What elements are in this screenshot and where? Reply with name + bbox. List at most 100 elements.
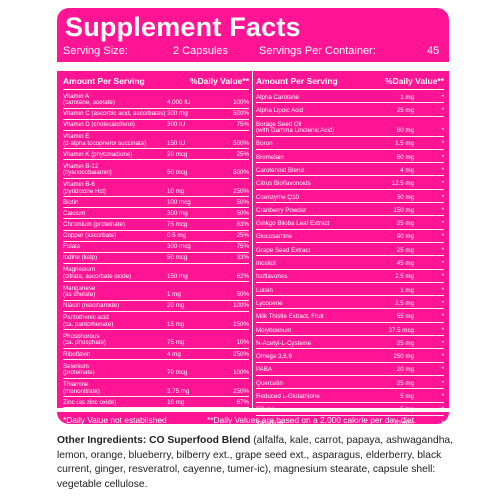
nutrient-name: Citrus Bioflavonoids — [256, 180, 311, 188]
nutrient-name: Magnesium (citrate, ascorbate oxide) — [63, 266, 132, 280]
nutrient-name: Vitamin D (cholecalciferol) — [63, 121, 135, 129]
nutrient-daily-value: * — [441, 233, 444, 241]
bottom-divider — [57, 408, 449, 412]
nutrient-amount: 150 mg — [167, 272, 188, 280]
nutrient-daily-value: 67% — [236, 398, 249, 406]
nutrient-row: Biotin 100 mcg 50% — [63, 197, 249, 209]
nutrient-row: Alpha Lipoic Acid 25 mg * — [256, 103, 444, 117]
nutrient-row: Selenium (proteinate) 70 mcg 100% — [63, 360, 249, 379]
left-nutrient-column: Amount Per Serving %Daily Value** Vitami… — [63, 73, 249, 409]
footnote-dv-not-established: *Daily Value not established — [63, 415, 167, 425]
nutrient-amount: 3.75 mg — [167, 387, 190, 395]
nutrient-daily-value: 100% — [233, 99, 249, 106]
nutrient-row: Chromium (proteinate) 75 mcg 83% — [63, 219, 249, 231]
nutrient-amount: 4 mg — [167, 350, 181, 358]
nutrient-row: Bromelain 80 mg * — [256, 150, 444, 164]
nutrient-amount: 30 mg — [396, 193, 414, 201]
column-divider — [252, 71, 253, 408]
nutrient-row: Zinc (as zinc oxide) 10 mg 67% — [63, 397, 249, 409]
nutrient-row: Inositol 45 mg * — [256, 256, 444, 270]
nutrient-daily-value: * — [441, 180, 444, 188]
nutrient-row: Manganese (as chelate) 1 mg 50% — [63, 282, 249, 301]
nutrient-row: Lutein 1 mg * — [256, 283, 444, 297]
nutrient-amount: 300 mg — [167, 209, 188, 217]
nutrient-name: Vitamin K (phytonadione) — [63, 150, 133, 158]
nutrient-amount: 0.5 mg — [167, 232, 186, 240]
nutrient-name: Alpha Lipoic Acid — [256, 107, 304, 115]
panel-title: Supplement Facts — [65, 12, 301, 42]
nutrient-amount: 12.5 mg — [391, 180, 414, 188]
nutrient-row: Vitamin K (phytonadione) 20 mcg 25% — [63, 149, 249, 161]
nutrient-amount: 10 mcg — [393, 419, 414, 427]
nutrient-name: Inositol — [256, 260, 276, 268]
nutrient-name: Borage Seed Oil (with Gamma Linolenic Ac… — [256, 120, 335, 135]
nutrient-amount: 20 mg — [396, 366, 414, 374]
nutrient-daily-value: * — [441, 366, 444, 374]
nutrient-amount: 1 mg — [400, 286, 414, 294]
nutrient-name: Milk Thistle Extract, Fruit — [256, 313, 324, 321]
nutrient-row: Grape Seed Extract 25 mg * — [256, 243, 444, 257]
nutrient-daily-value: 62% — [236, 272, 249, 280]
nutrient-name: Reduced L-Glutathione — [256, 393, 320, 401]
servings-per-container-label: Servings Per Container: — [259, 45, 376, 57]
nutrient-name: Vanadium — [256, 419, 284, 427]
nutrient-daily-value: 100% — [233, 369, 249, 377]
nutrient-amount: 25 mg — [396, 246, 414, 254]
nutrient-daily-value: 83% — [236, 221, 249, 229]
supplement-facts-panel: Supplement Facts Serving Size: 2 Capsule… — [57, 8, 449, 430]
nutrient-name: Lutein — [256, 286, 273, 294]
nutrient-row: Alpha Carotene 1 mg * — [256, 90, 444, 104]
left-column-header: Amount Per Serving %Daily Value** — [63, 73, 249, 90]
nutrient-row: Vanadium 10 mcg * — [256, 416, 444, 430]
nutrient-row: Vitamin C (ascorbic acid, ascorbates) 300… — [63, 109, 249, 120]
nutrient-amount: 20 mg — [167, 302, 185, 310]
nutrient-row: Copper (ascorbate) 0.5 mg 25% — [63, 231, 249, 242]
nutrient-row: Glucosamine 90 mg * — [256, 230, 444, 243]
nutrient-name: Vitamin B-6 (pyridoxine Hcl) — [63, 181, 106, 195]
servings-per-container-value: 45 — [427, 45, 440, 57]
nutrient-amount: 10 mg — [167, 187, 185, 195]
nutrient-row: Citrus Bioflavonoids 12.5 mg * — [256, 176, 444, 190]
nutrient-row: Molybdenum 37.5 mcg * — [256, 323, 444, 337]
nutrient-row: Riboflavin 4 mg 250% — [63, 349, 249, 361]
nutrient-daily-value: 250% — [233, 350, 249, 358]
nutrient-daily-value: 50% — [236, 291, 249, 299]
left-nutrient-rows: Vitamin A (carotene, acetate) 4,000 IU 100… — [63, 90, 249, 409]
nutrient-name: Molybdenum — [256, 326, 292, 334]
nutrient-daily-value: * — [441, 299, 444, 307]
nutrient-row: Omega 3,6,9 250 mg * — [256, 349, 444, 363]
nutrient-daily-value: * — [441, 339, 444, 347]
nutrient-amount: 2.5 mg — [395, 299, 414, 307]
footnote-calorie-diet: **Daily Values are based on a 2,000 calo… — [207, 415, 417, 425]
nutrient-daily-value: 10% — [236, 339, 249, 347]
nutrient-amount: 1.5 mg — [395, 140, 414, 148]
nutrient-amount: 300 mcg — [167, 243, 191, 251]
nutrient-name: Copper (ascorbate) — [63, 232, 117, 240]
nutrient-name: Glucosamine — [256, 233, 293, 241]
nutrient-row: Thiamine (mononitrate) 3.75 mg 250% — [63, 379, 249, 398]
right-header-amount: Amount Per Serving — [256, 76, 338, 86]
nutrient-daily-value: * — [441, 127, 444, 135]
nutrient-name: Vitamin B-12 (cyanocobalamin) — [63, 162, 112, 177]
nutrient-amount: 150 IU — [167, 139, 186, 147]
right-nutrient-column: Amount Per Serving %Daily Value** Alpha … — [256, 73, 444, 430]
nutrient-daily-value: 75% — [236, 121, 249, 129]
nutrient-daily-value: * — [441, 93, 444, 101]
nutrient-name: Pantothenic acid (ca. pantothenate) — [63, 314, 114, 328]
nutrient-daily-value: 25% — [236, 232, 249, 240]
right-column-header: Amount Per Serving %Daily Value** — [256, 73, 444, 90]
ingredients-list: (alfalfa, kale, carrot, papaya, ashwagan… — [57, 435, 454, 490]
nutrient-daily-value: 500% — [233, 110, 249, 118]
nutrient-amount: 4,000 IU — [167, 99, 191, 106]
nutrient-name: PABA — [256, 366, 273, 374]
nutrient-name: Biotin — [63, 198, 79, 206]
serving-size-label: Serving Size: — [63, 45, 128, 57]
nutrient-name: Coenzyme Q10 — [256, 193, 299, 201]
nutrient-name: Vitamin A (carotene, acetate) — [63, 92, 115, 106]
nutrient-row: Reduced L-Glutathione 5 mg * — [256, 389, 444, 403]
nutrient-name: Ginkgo Biloba Leaf Extract — [256, 220, 330, 228]
nutrient-daily-value: 500% — [233, 139, 249, 147]
nutrient-row: PABA 20 mg * — [256, 363, 444, 376]
nutrient-name: N-Acetyl-L-Cysteine — [256, 339, 312, 347]
nutrient-row: Vitamin E (d-alpha tocopherol succinate)… — [63, 131, 249, 150]
